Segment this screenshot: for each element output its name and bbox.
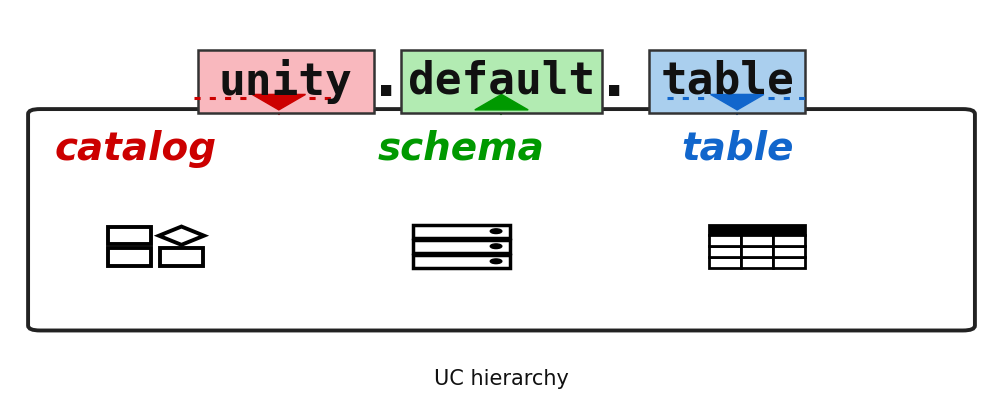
- Bar: [413, 225, 509, 238]
- Polygon shape: [474, 94, 528, 110]
- Text: table: table: [680, 129, 793, 168]
- Bar: [773, 246, 805, 257]
- Bar: [708, 257, 740, 268]
- Circle shape: [490, 244, 501, 249]
- Text: unity: unity: [218, 59, 353, 104]
- Circle shape: [490, 229, 501, 234]
- Text: .: .: [374, 51, 397, 108]
- Text: table: table: [659, 60, 794, 103]
- Text: schema: schema: [378, 129, 544, 168]
- FancyBboxPatch shape: [28, 109, 974, 330]
- Bar: [107, 227, 151, 245]
- FancyBboxPatch shape: [198, 50, 373, 113]
- Bar: [740, 236, 773, 246]
- Bar: [708, 225, 805, 236]
- Circle shape: [490, 259, 501, 264]
- Text: UC hierarchy: UC hierarchy: [434, 368, 568, 389]
- Bar: [708, 246, 740, 257]
- Polygon shape: [252, 94, 306, 110]
- FancyBboxPatch shape: [649, 50, 804, 113]
- Bar: [413, 255, 509, 268]
- Text: catalog: catalog: [54, 129, 216, 168]
- Bar: [740, 257, 773, 268]
- Text: .: .: [602, 51, 624, 108]
- Bar: [773, 257, 805, 268]
- Bar: [740, 246, 773, 257]
- Bar: [413, 240, 509, 253]
- Polygon shape: [709, 94, 764, 110]
- Polygon shape: [158, 227, 203, 245]
- FancyBboxPatch shape: [401, 50, 601, 113]
- Bar: [159, 248, 203, 266]
- Bar: [708, 236, 740, 246]
- Text: default: default: [408, 60, 594, 103]
- Bar: [773, 236, 805, 246]
- Bar: [107, 248, 151, 266]
